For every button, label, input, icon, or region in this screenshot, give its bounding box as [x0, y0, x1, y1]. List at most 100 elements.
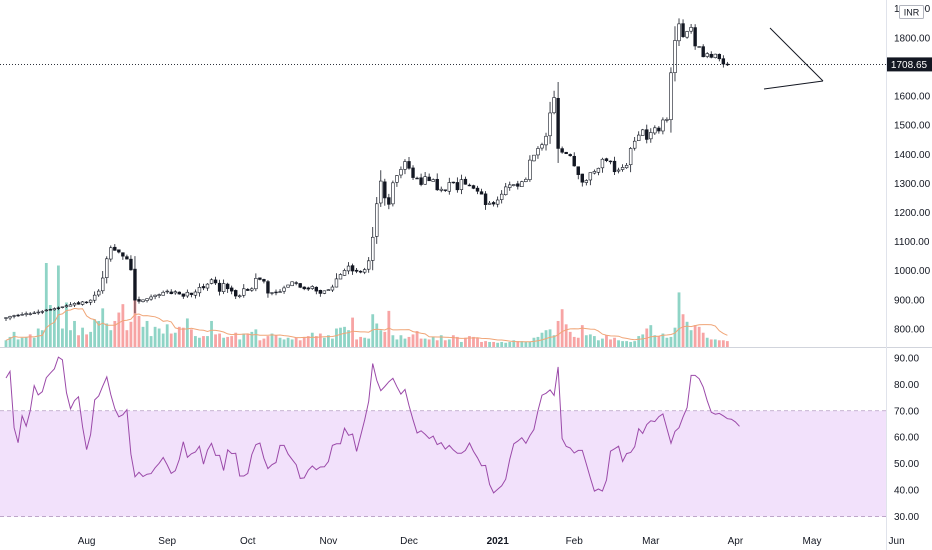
candle — [592, 169, 597, 175]
volume-bar — [258, 340, 262, 347]
candle-body — [197, 287, 202, 294]
candle-body — [443, 189, 447, 191]
candle-body — [274, 291, 278, 294]
candle — [298, 282, 302, 289]
candle — [60, 306, 65, 309]
volume-bar — [101, 308, 105, 347]
volume-bar — [65, 302, 68, 347]
volume-bar — [234, 332, 238, 347]
candle — [117, 249, 121, 254]
candle — [310, 285, 314, 290]
candle — [80, 300, 85, 306]
candle-body — [516, 183, 520, 187]
candle — [383, 178, 387, 206]
time-tick-label: Oct — [240, 536, 256, 547]
candle — [234, 289, 238, 300]
price-tick-label: 1200.00 — [894, 208, 931, 219]
candle — [512, 184, 516, 187]
rsi-line — [5, 356, 740, 494]
volume-bar — [339, 327, 342, 347]
volume-bar — [157, 328, 161, 347]
candle-body — [572, 155, 576, 167]
volume-bar — [109, 330, 113, 347]
candle-body — [689, 27, 693, 32]
candle — [379, 170, 383, 207]
candle-body — [681, 23, 685, 37]
time-tick-label: 2021 — [487, 536, 510, 547]
candle — [125, 254, 129, 260]
candle-body — [709, 53, 713, 58]
candle — [572, 152, 576, 167]
candle — [52, 307, 57, 311]
candle — [101, 271, 105, 294]
volume-bar — [198, 337, 201, 347]
volume-bar — [8, 336, 12, 347]
candle — [661, 117, 665, 135]
candle-body — [101, 277, 105, 292]
candle-body — [44, 309, 49, 312]
rsi-axis[interactable]: 90.00 80.00 70.00 60.00 50.00 40.00 30.00 — [894, 353, 919, 523]
candle-body — [346, 265, 351, 272]
candle-body — [205, 283, 210, 289]
volume-bar — [306, 336, 310, 347]
volume-bar — [335, 328, 338, 347]
candle — [665, 117, 669, 123]
candle-body — [697, 46, 701, 48]
time-axis[interactable]: Aug Sep Oct Nov Dec 2021 Feb Mar Apr May Jun — [78, 536, 905, 547]
currency-badge[interactable]: INR — [899, 5, 924, 19]
candle-body — [282, 287, 286, 292]
candle — [229, 285, 234, 295]
triangle-pattern-drawing[interactable] — [763, 27, 824, 90]
time-tick-label: Jun — [889, 536, 905, 547]
candle — [508, 181, 512, 191]
candle-body — [258, 277, 262, 280]
candle — [350, 263, 355, 275]
candle — [713, 53, 717, 59]
candle-body — [310, 286, 314, 289]
candle — [44, 309, 49, 312]
candle-body — [286, 284, 290, 288]
candle — [242, 284, 246, 298]
candle-body — [278, 291, 282, 293]
volume-bar — [149, 336, 153, 347]
volume-bar — [310, 332, 314, 347]
candle — [366, 257, 371, 273]
candle — [697, 46, 701, 48]
candle-body — [713, 53, 717, 59]
candle-body — [669, 72, 673, 121]
volume-bar — [206, 336, 209, 347]
price-axis[interactable]: 1900.001800.001700.001600.001500.001400.… — [894, 4, 931, 335]
volume-bar — [302, 336, 306, 347]
candle-body — [411, 167, 415, 178]
candle — [475, 185, 480, 195]
candle — [121, 252, 125, 260]
candle-body — [350, 265, 355, 272]
volume-bar — [629, 341, 633, 347]
candle — [612, 156, 617, 176]
candle — [133, 256, 137, 314]
volume-bar — [488, 341, 491, 347]
volume-bar — [20, 337, 24, 347]
candle-body — [487, 202, 492, 205]
candle — [334, 273, 339, 288]
volume-bar — [552, 335, 556, 347]
candle — [403, 159, 407, 175]
candle-body — [552, 97, 556, 114]
candle — [540, 142, 544, 151]
volume-bar — [286, 337, 290, 347]
rsi-tick-label: 40.00 — [894, 486, 919, 497]
volume-bar — [443, 340, 447, 347]
volume-bar — [189, 329, 193, 347]
price-tick-label: 900.00 — [894, 295, 925, 306]
volume-bar — [709, 339, 713, 347]
volume-bar — [242, 333, 246, 347]
volume-bar — [52, 309, 56, 347]
candle — [649, 128, 653, 143]
volume-bar — [347, 330, 350, 347]
candle-body — [645, 129, 649, 140]
candle — [423, 172, 427, 185]
volume-bar — [661, 333, 665, 347]
volume-bar — [500, 341, 504, 347]
volume-bar — [459, 341, 463, 347]
